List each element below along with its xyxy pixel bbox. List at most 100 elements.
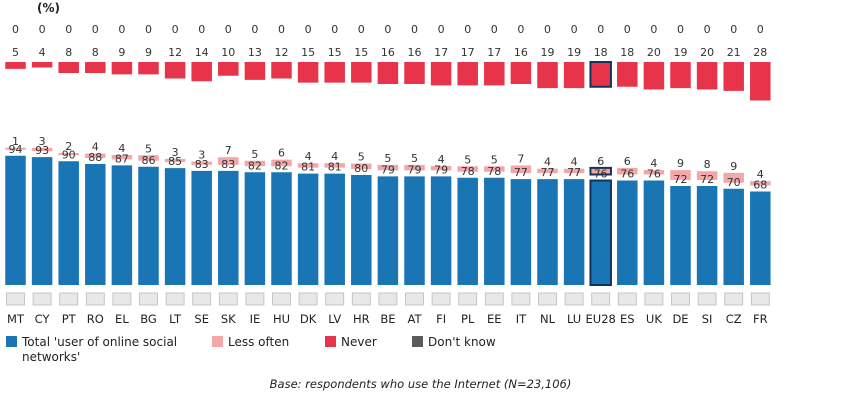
label-less-often-ro: 4 (92, 141, 99, 154)
bar-less-often-eu28 (589, 166, 612, 176)
bar-never-pt (58, 62, 79, 73)
flag-es-icon (617, 292, 637, 306)
label-dont-know-ee: 0 (491, 23, 498, 36)
flag-lv-icon (325, 292, 345, 306)
bar-never-dk (297, 62, 319, 83)
category-label-dk: DK (300, 312, 317, 326)
bar-less-often-dk (297, 163, 319, 168)
label-users-lv: 81 (328, 161, 342, 174)
category-label-cz: CZ (726, 312, 742, 326)
label-dont-know-hr: 0 (358, 23, 365, 36)
bar-never-ie (244, 62, 266, 80)
label-less-often-nl: 4 (544, 156, 551, 169)
bar-less-often-cz (723, 172, 744, 183)
label-users-hu: 82 (275, 159, 289, 172)
label-never-es: 18 (620, 46, 634, 59)
label-dont-know-ro: 0 (92, 23, 99, 36)
label-dont-know-se: 0 (198, 23, 205, 36)
bar-users-pt (58, 161, 79, 285)
label-users-pl: 78 (461, 165, 475, 178)
bar-less-often-ee (484, 166, 505, 172)
label-dont-know-pl: 0 (464, 23, 471, 36)
label-dont-know-mt: 0 (12, 23, 19, 36)
label-users-nl: 77 (541, 166, 555, 179)
label-never-be: 16 (381, 46, 395, 59)
bar-never-el (111, 62, 133, 75)
bar-less-often-be (377, 164, 399, 171)
label-less-often-fi: 4 (438, 153, 445, 166)
label-dont-know-dk: 0 (305, 23, 312, 36)
label-never-si: 20 (700, 46, 714, 59)
label-users-es: 76 (620, 168, 634, 181)
base-footnote: Base: respondents who use the Internet (… (269, 377, 572, 391)
legend-label-1: Less often (228, 335, 289, 349)
legend-swatch-2 (325, 336, 336, 347)
label-less-often-es: 6 (624, 155, 631, 168)
category-label-de: DE (672, 312, 688, 326)
label-never-el: 9 (118, 46, 125, 59)
label-users-at: 79 (408, 163, 422, 176)
bar-less-often-es (617, 167, 638, 175)
flag-uk-icon (644, 292, 664, 306)
label-dont-know-at: 0 (411, 23, 418, 36)
label-users-bg: 86 (142, 154, 156, 167)
flags-layer (6, 292, 770, 306)
bar-users-es (617, 180, 638, 285)
label-dont-know-nl: 0 (544, 23, 551, 36)
bar-less-often-sk (218, 157, 239, 165)
label-never-hu: 12 (275, 46, 289, 59)
label-never-it: 16 (514, 46, 528, 59)
label-never-lu: 19 (567, 46, 581, 59)
label-dont-know-el: 0 (118, 23, 125, 36)
flag-se-icon (192, 292, 212, 306)
bar-never-ee (484, 62, 505, 86)
label-less-often-si: 8 (704, 158, 711, 171)
label-less-often-it: 7 (517, 152, 524, 165)
label-never-eu28: 18 (594, 46, 608, 59)
label-less-often-lu: 4 (571, 156, 578, 169)
bar-never-it (510, 62, 532, 84)
label-never-fi: 17 (434, 46, 448, 59)
bar-less-often-se (191, 161, 212, 165)
category-label-se: SE (194, 312, 209, 326)
bar-users-mt (5, 155, 26, 285)
bar-never-si (696, 62, 718, 90)
flag-fi-icon (431, 292, 451, 306)
category-label-pt: PT (62, 312, 77, 326)
label-never-pt: 8 (65, 46, 72, 59)
label-never-se: 14 (195, 46, 209, 59)
label-never-nl: 19 (541, 46, 555, 59)
bar-never-cz (723, 62, 744, 91)
flag-cz-icon (724, 292, 744, 306)
label-users-pt: 90 (62, 148, 76, 161)
flag-at-icon (405, 292, 424, 306)
category-label-eu28: EU28 (586, 312, 616, 326)
label-dont-know-cz: 0 (730, 23, 737, 36)
label-dont-know-pt: 0 (65, 23, 72, 36)
bar-never-hu (271, 62, 292, 79)
bar-less-often-ie (244, 160, 266, 167)
legend-label-0: Total 'user of online social networks' (21, 335, 177, 364)
flag-nl-icon (538, 292, 557, 306)
label-less-often-at: 5 (411, 152, 418, 165)
bar-never-sk (218, 62, 239, 76)
label-dont-know-de: 0 (677, 23, 684, 36)
bar-less-often-nl (537, 168, 558, 174)
label-never-ie: 13 (248, 46, 262, 59)
label-less-often-pl: 5 (464, 153, 471, 166)
bar-users-fr (750, 191, 771, 285)
bar-never-pl (457, 62, 478, 86)
category-label-el: EL (115, 312, 129, 326)
label-users-ie: 82 (248, 159, 262, 172)
flag-hu-icon (272, 292, 291, 306)
label-users-ee: 78 (487, 165, 501, 178)
label-users-hr: 80 (354, 162, 368, 175)
bar-less-often-at (404, 164, 425, 171)
label-less-often-uk: 4 (650, 157, 657, 170)
bar-never-be (377, 62, 399, 84)
bar-users-eu28 (589, 179, 612, 286)
category-label-ee: EE (487, 312, 502, 326)
label-never-hr: 15 (354, 46, 368, 59)
bar-users-pl (457, 177, 478, 285)
bar-users-at (404, 176, 425, 285)
